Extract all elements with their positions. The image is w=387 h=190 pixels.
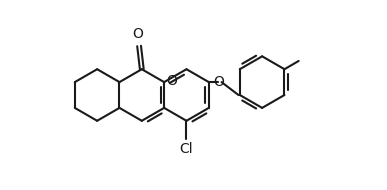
Text: O: O: [166, 74, 177, 88]
Text: O: O: [214, 75, 224, 89]
Text: Cl: Cl: [180, 142, 193, 156]
Text: O: O: [132, 27, 143, 41]
